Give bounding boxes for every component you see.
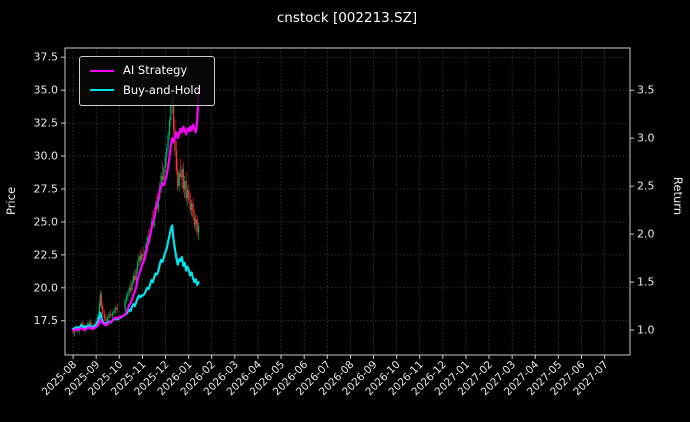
buy-and-hold-line-swatch [90,89,114,92]
candle-body [128,287,130,294]
grid-layer [64,47,631,356]
left-tick-label: 27.5 [34,182,59,195]
chart-title: cnstock [002213.SZ] [277,10,417,26]
right-tick-label: 1.5 [637,276,655,289]
candle-body [197,225,200,233]
left-tick-label: 32.5 [34,117,59,130]
buy-and-hold-line [71,224,200,331]
candle-body [138,256,140,263]
candle-body [82,323,84,327]
left-tick-label: 20.0 [34,281,59,294]
candle-body [184,181,186,189]
candle-body [141,254,143,261]
candle-body [139,256,141,261]
legend-item-buy-and-hold: Buy-and-Hold [90,82,201,97]
candle-body [111,312,114,316]
candle-body [157,198,160,209]
candle-body [185,181,187,199]
candle-body [129,287,132,291]
candle-body [164,157,166,168]
candle-body [170,105,172,121]
candle-body [74,329,76,333]
left-tick-label: 37.5 [34,51,59,64]
candle-body [186,190,189,199]
candle-body [143,252,146,257]
candle-body [114,307,117,311]
candle-body [110,314,112,316]
candle-body [190,203,193,211]
right-tick-label: 2.5 [637,180,655,193]
legend: AI Strategy Buy-and-Hold [79,56,215,106]
right-tick-label: 3.0 [637,132,655,145]
candle-body [161,175,164,180]
candle-body [142,254,144,257]
candle-body [160,175,162,187]
candle-body [97,315,99,321]
candle-body [125,297,128,300]
candle-body [188,190,190,200]
candle-body [182,169,184,189]
candle-body [131,282,133,291]
candle-body [105,318,107,321]
right-tick-label: 1.0 [637,324,655,337]
candle-body [175,150,178,171]
candle-body [88,322,90,325]
legend-label-ai-strategy: AI Strategy [123,63,188,77]
candle-body [196,219,198,233]
candle-body [98,303,101,316]
legend-label-buy-and-hold: Buy-and-Hold [123,82,201,97]
candle-body [195,219,197,225]
candle-body [100,294,102,307]
candle-body [132,275,135,283]
candle-body [146,237,148,245]
candle-body [192,203,194,217]
candle-body [167,134,169,149]
left-tick-label: 30.0 [34,150,59,163]
candle-body [103,314,105,319]
left-tick-label: 17.5 [34,314,59,327]
candle-body [168,120,171,135]
candle-body [193,216,196,225]
candle-body [113,310,115,313]
candle-body [166,148,168,158]
left-tick-label: 35.0 [34,84,59,97]
candle-body [179,173,182,178]
ai-strategy-line [71,89,200,332]
candle-body [99,294,102,304]
candle-body [163,167,165,180]
ai-strategy-line-swatch [90,69,114,72]
candle-body [102,306,104,315]
right-axis-label: Return [671,177,685,215]
candle-body [72,331,74,333]
candle-body [108,314,110,317]
candle-body [172,96,175,130]
right-tick-label: 2.0 [637,228,655,241]
candle-body [178,173,180,187]
right-tick-label: 3.5 [637,84,655,97]
legend-item-ai-strategy: AI Strategy [90,63,201,77]
candle-body [181,169,183,178]
candle-body [136,262,139,271]
left-axis-label: Price [4,187,18,215]
candle-body [177,170,179,187]
candle-body [116,307,118,311]
candle-body [135,270,137,280]
candle-body [127,293,129,298]
candle-body [106,316,109,321]
left-tick-label: 22.5 [34,248,59,261]
candle-body [124,299,126,311]
series-layer [71,89,200,332]
candles-layer [72,87,200,337]
candle-body [189,199,191,211]
left-tick-label: 25.0 [34,215,59,228]
plot-border [64,47,631,356]
candle-body [134,275,136,280]
candle-body [90,322,92,327]
